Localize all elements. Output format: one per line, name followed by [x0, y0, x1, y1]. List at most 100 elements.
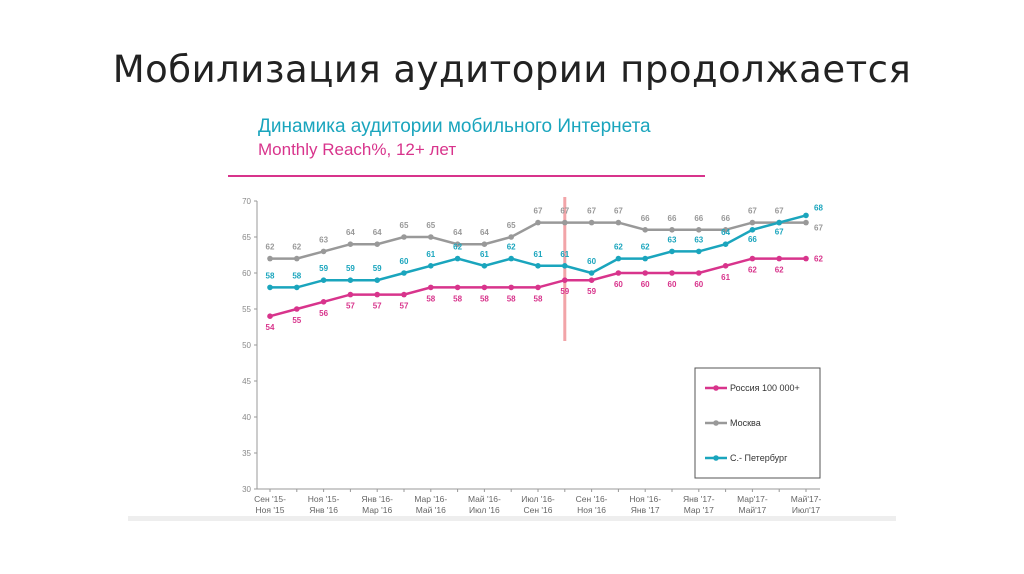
divider [228, 175, 705, 177]
x-tick-label: Июл '16- [521, 494, 555, 504]
y-tick-label: 70 [242, 197, 251, 206]
chart-subtitle: Динамика аудитории мобильного Интернета [258, 116, 651, 137]
data-point [374, 277, 381, 284]
data-label: 57 [400, 302, 409, 311]
data-label: 65 [507, 221, 516, 230]
data-label: 67 [614, 207, 623, 216]
data-label: 67 [748, 207, 757, 216]
data-point [267, 313, 273, 320]
data-label: 58 [426, 294, 435, 303]
data-point [615, 219, 622, 226]
data-label: 67 [775, 228, 784, 237]
data-point [535, 284, 541, 291]
x-tick-label: Июл '16 [469, 505, 500, 515]
x-tick-label: Ноя '15 [256, 505, 285, 515]
data-point [642, 255, 648, 262]
data-point [615, 270, 622, 276]
data-label: 60 [694, 280, 703, 289]
legend-marker [713, 420, 719, 426]
data-label: 62 [266, 243, 275, 252]
x-tick-label: Ноя '16- [629, 494, 661, 504]
data-label: 67 [534, 207, 543, 216]
data-point [508, 255, 514, 262]
x-tick-label: Янв '16 [309, 505, 338, 515]
data-point [642, 227, 648, 233]
chart-metric-label: Monthly Reach%, 12+ лет [258, 140, 457, 159]
x-tick-label: Мар '16- [414, 494, 447, 504]
data-label: 57 [373, 302, 382, 311]
data-point [642, 270, 648, 276]
data-label: 54 [266, 323, 275, 332]
data-point [562, 219, 568, 226]
data-point [669, 270, 675, 276]
data-label: 55 [292, 316, 301, 325]
data-label: 67 [560, 207, 569, 216]
data-point [481, 284, 488, 291]
data-point [803, 212, 809, 219]
data-label: 59 [587, 287, 596, 296]
x-tick-label: Май'17- [791, 494, 822, 504]
data-point [481, 241, 488, 247]
x-tick-label: Ноя '16 [577, 505, 606, 515]
data-label: 61 [534, 250, 543, 259]
legend-label: Россия 100 000+ [730, 383, 800, 393]
data-label: 60 [400, 257, 409, 266]
data-point [722, 241, 729, 247]
data-label: 64 [480, 228, 489, 237]
x-tick-label: Мар '17 [684, 505, 714, 515]
data-label: 62 [614, 243, 623, 252]
x-tick-label: Май '16- [468, 494, 501, 504]
data-point [347, 277, 354, 284]
data-label: 66 [641, 214, 650, 223]
x-tick-label: Ноя '15- [308, 494, 340, 504]
y-tick-label: 60 [242, 269, 251, 278]
data-label: 59 [319, 264, 328, 273]
data-point [722, 263, 729, 269]
data-point [696, 227, 702, 233]
data-label: 64 [721, 228, 730, 237]
data-label: 66 [668, 214, 677, 223]
data-label: 62 [814, 255, 823, 264]
data-label: 62 [292, 243, 301, 252]
data-label: 62 [775, 266, 784, 275]
data-label: 65 [426, 221, 435, 230]
data-label: 67 [775, 207, 784, 216]
data-point [508, 234, 514, 240]
x-tick-label: Мар '16 [362, 505, 392, 515]
x-tick-label: Сен '15- [254, 494, 286, 504]
data-label: 66 [748, 235, 757, 244]
legend-label: Москва [730, 418, 761, 428]
x-tick-label: Мар'17- [737, 494, 768, 504]
data-point [320, 299, 327, 305]
data-label: 63 [668, 235, 677, 244]
data-label: 67 [587, 207, 596, 216]
data-point [374, 291, 381, 298]
data-point [669, 227, 675, 233]
y-tick-label: 50 [242, 341, 251, 350]
data-point [454, 255, 461, 262]
data-point [535, 219, 541, 226]
data-point [267, 284, 273, 291]
data-point [320, 248, 327, 255]
legend-marker [713, 455, 719, 461]
y-tick-label: 65 [242, 233, 251, 242]
data-point [454, 284, 461, 291]
page-title: Мобилизация аудитории продолжается [112, 48, 912, 91]
data-point [776, 219, 782, 226]
data-label: 65 [400, 221, 409, 230]
data-label: 60 [668, 280, 677, 289]
data-label: 63 [694, 235, 703, 244]
y-tick-label: 30 [242, 485, 251, 494]
x-tick-label: Май'17 [739, 505, 767, 515]
data-point [454, 241, 461, 247]
bottom-band [128, 516, 896, 521]
data-label: 66 [721, 214, 730, 223]
data-label: 62 [507, 243, 516, 252]
data-point [562, 263, 568, 269]
data-point [374, 241, 381, 247]
data-point [481, 263, 488, 269]
x-tick-label: Янв '17 [631, 505, 660, 515]
data-label: 61 [721, 273, 730, 282]
data-label: 64 [373, 228, 382, 237]
